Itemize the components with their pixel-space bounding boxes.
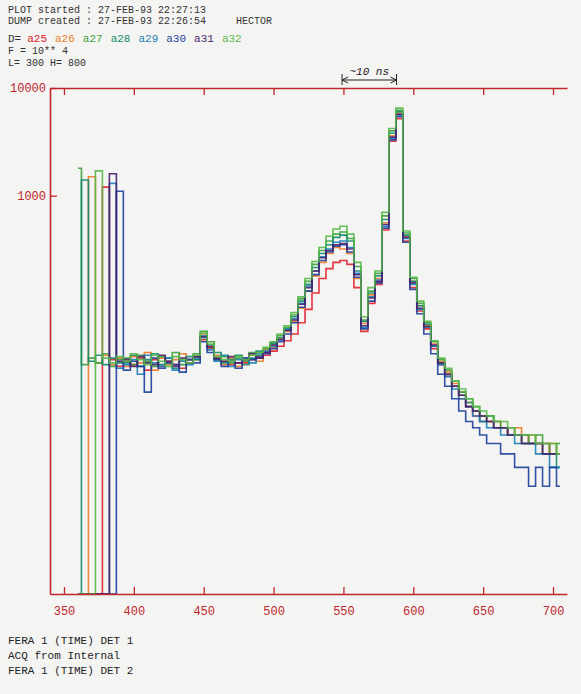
footer-text: FERA 1 (TIME) DET 2 [8, 665, 133, 677]
tick [274, 88, 275, 95]
footer-text: FERA 1 (TIME) DET 1 [8, 635, 134, 647]
title: PLOT started : 27-FEB-93 22:27:13 [8, 5, 206, 16]
series-line [78, 114, 560, 594]
legend-entry: a31 [194, 33, 214, 45]
arrow-head [391, 77, 397, 83]
y-axis: 1000 10000 [10, 82, 57, 594]
tick-mark [343, 88, 344, 95]
series-line [78, 113, 560, 594]
arrow-line [342, 80, 396, 81]
tick-label: 650 [473, 605, 495, 619]
tick: 1000 [17, 190, 57, 204]
tick-mark [134, 587, 135, 594]
annotation: F = 10** 4 [8, 46, 68, 57]
series-line [78, 112, 560, 594]
series-line [78, 119, 560, 594]
tick: 450 [193, 587, 215, 619]
tick-mark [204, 88, 205, 95]
tick-mark [483, 587, 484, 594]
axis-line [51, 88, 568, 90]
series-line [78, 110, 560, 454]
axis-line [51, 594, 568, 596]
tick-mark [413, 88, 414, 95]
tick [413, 88, 414, 95]
x-axis: 350 400 450 500 550 600 650 700 [51, 587, 568, 619]
footer-text: ACQ from Internal [8, 650, 120, 662]
plot-area [78, 108, 560, 594]
tick: 350 [54, 587, 76, 619]
tick [483, 88, 484, 95]
tick [64, 88, 65, 95]
arrow-head [342, 77, 348, 83]
tick-mark [553, 587, 554, 594]
legend-entry: a29 [138, 33, 158, 45]
tick-label: 450 [193, 605, 215, 619]
tick: 500 [263, 587, 285, 619]
annotation: ~10 ns [349, 66, 389, 78]
legend-entry: a25 [27, 33, 47, 45]
tick-mark [413, 587, 414, 594]
tick-mark [50, 196, 57, 197]
tick-label: 550 [333, 605, 355, 619]
tick-label: 10000 [10, 82, 46, 96]
axis-line [50, 89, 52, 595]
legend-entry: a32 [222, 33, 242, 45]
series-line [78, 108, 560, 594]
legend-label: D= [8, 33, 21, 45]
tick: 550 [333, 587, 355, 619]
tick-label: 350 [54, 605, 76, 619]
legend-entry: a27 [83, 33, 103, 45]
legend: D= a25 a26 a27 a28 a29 a30 a31 a32 [8, 33, 242, 45]
tick-mark [553, 88, 554, 95]
legend-entry: a26 [55, 33, 75, 45]
chart: PLOT started : 27-FEB-93 22:27:13DUMP cr… [0, 0, 581, 694]
tick: 650 [473, 587, 495, 619]
tick-mark [134, 88, 135, 95]
legend-entry: a28 [111, 33, 131, 45]
tick-label: 1000 [17, 190, 46, 204]
tick-mark [343, 587, 344, 594]
annotation: HECTOR [236, 16, 272, 27]
tick-mark [64, 88, 65, 95]
tick [553, 88, 554, 95]
tick-mark [273, 88, 274, 95]
subtitle: DUMP created : 27-FEB-93 22:26:54 [8, 16, 206, 27]
tick [134, 88, 135, 95]
series-line [78, 115, 560, 594]
tick-mark [273, 587, 274, 594]
tick: 10000 [10, 82, 57, 96]
tick-mark [483, 88, 484, 95]
annotation: L= 300 H= 800 [8, 58, 86, 69]
tick-mark [50, 88, 57, 89]
tick-label: 500 [263, 605, 285, 619]
tick: 400 [124, 587, 146, 619]
tick: 700 [543, 587, 565, 619]
x-axis-top [51, 88, 568, 95]
tick-label: 600 [403, 605, 425, 619]
tick-mark [204, 587, 205, 594]
tick-label: 400 [124, 605, 146, 619]
tick-mark [64, 587, 65, 594]
legend-entry: a30 [166, 33, 186, 45]
tick [343, 88, 344, 95]
series-line [78, 117, 560, 594]
tick-label: 700 [543, 605, 565, 619]
tick: 600 [403, 587, 425, 619]
tick [204, 88, 205, 95]
